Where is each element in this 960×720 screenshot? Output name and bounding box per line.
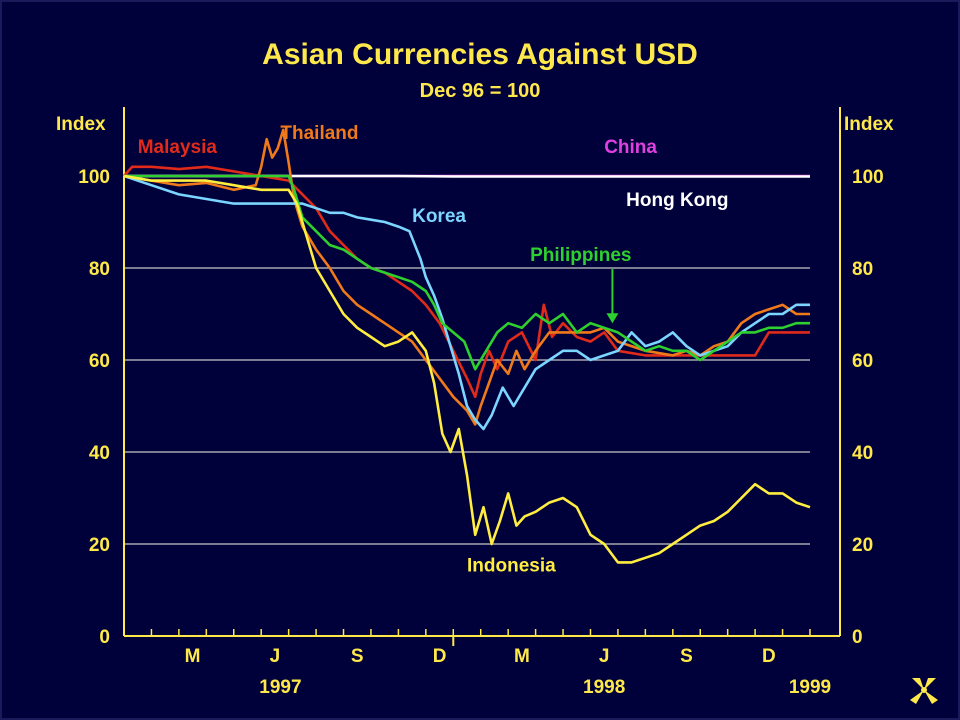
series-label-indonesia: Indonesia [467, 556, 556, 577]
series-line-korea [123, 174, 810, 431]
x-tick-label: D [433, 646, 447, 667]
x-tick-label: M [514, 646, 530, 667]
series-label-china: China [604, 137, 657, 158]
y-tick-label-right: 80 [852, 259, 873, 280]
x-tick-label: J [270, 646, 281, 667]
y-tick-label-right: 100 [852, 167, 884, 188]
x-tick-label: D [762, 646, 776, 667]
year-label: 1999 [789, 677, 831, 698]
series-label-korea: Korea [412, 206, 466, 227]
series-line-indonesia [123, 174, 811, 564]
y-axis-label-right: Index [844, 114, 894, 135]
x-tick-label: J [599, 646, 610, 667]
y-tick-label-right: 0 [852, 627, 863, 648]
chart-title: Asian Currencies Against USD [262, 38, 698, 71]
series-line-malaysia [123, 165, 810, 399]
x-tick-label: S [351, 646, 364, 667]
y-tick-label-left: 80 [89, 259, 110, 280]
series-label-thailand: Thailand [280, 123, 358, 144]
logo-icon [910, 678, 938, 704]
y-tick-label-left: 0 [99, 627, 110, 648]
y-tick-label-right: 40 [852, 443, 873, 464]
series-label-hong-kong: Hong Kong [626, 190, 728, 211]
chart-subtitle: Dec 96 = 100 [420, 80, 541, 102]
x-tick-label: S [680, 646, 693, 667]
year-label: 1998 [583, 677, 625, 698]
y-tick-label-left: 100 [78, 167, 110, 188]
series-label-malaysia: Malaysia [138, 137, 218, 158]
y-tick-label-right: 60 [852, 351, 873, 372]
series-label-philippines: Philippines [530, 245, 631, 266]
y-axis-label-left: Index [56, 114, 106, 135]
y-tick-label-left: 40 [89, 443, 110, 464]
y-tick-label-right: 20 [852, 535, 873, 556]
series-line-philippines [124, 174, 810, 371]
y-tick-label-left: 20 [89, 535, 110, 556]
y-tick-label-left: 60 [89, 351, 110, 372]
series-arrowhead-philippines [606, 313, 619, 324]
year-label: 1997 [259, 677, 301, 698]
x-tick-label: M [185, 646, 201, 667]
